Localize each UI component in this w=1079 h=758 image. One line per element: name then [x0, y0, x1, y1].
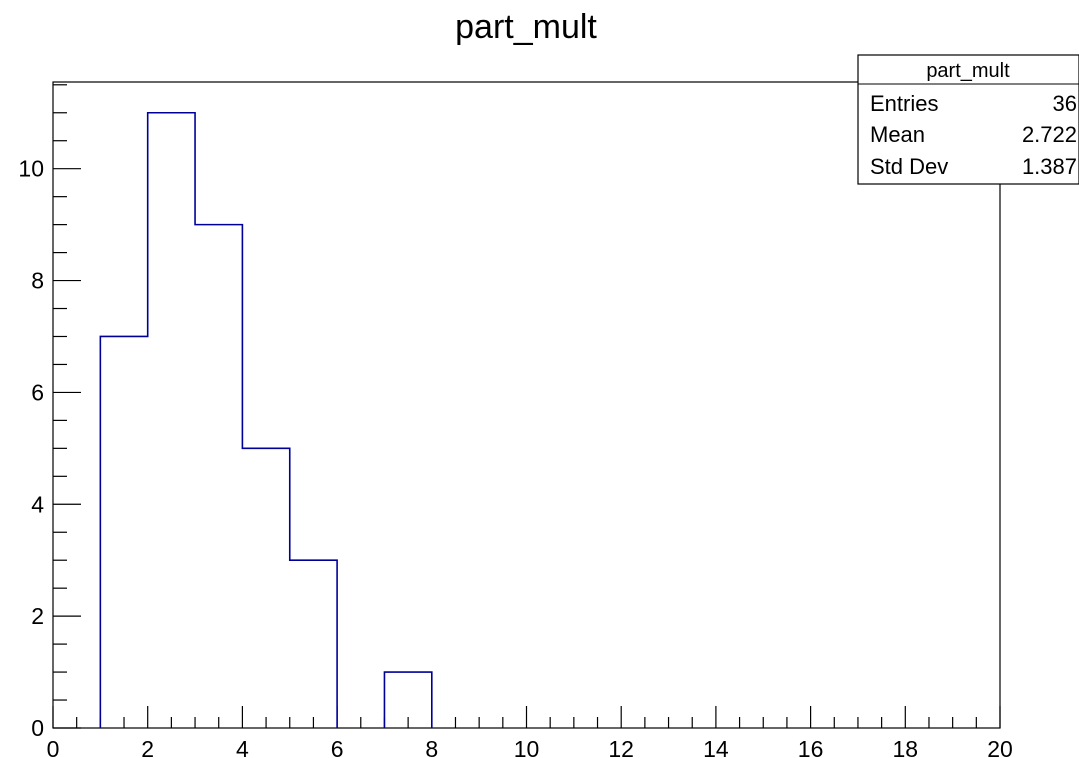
- histogram-bin: [148, 113, 195, 728]
- histogram-bins: [100, 113, 431, 728]
- stats-entries-label: Entries: [870, 91, 938, 116]
- x-tick-label: 8: [425, 736, 438, 758]
- y-tick-label: 0: [31, 715, 44, 741]
- chart-title: part_mult: [455, 8, 597, 46]
- histogram-bin: [384, 672, 431, 728]
- histogram-bin: [195, 225, 242, 728]
- y-tick-label: 10: [18, 156, 44, 182]
- stats-stddev-value: 1.387: [1022, 154, 1077, 179]
- x-tick-label: 16: [798, 736, 824, 758]
- x-tick-label: 14: [703, 736, 729, 758]
- histogram-bin: [242, 448, 289, 728]
- x-tick-label: 4: [236, 736, 249, 758]
- stats-mean-label: Mean: [870, 122, 925, 147]
- x-axis: 0 2 4 6 8 10 12 14 16 18 20: [47, 706, 1013, 758]
- x-tick-label: 20: [987, 736, 1013, 758]
- stats-stddev-label: Std Dev: [870, 154, 948, 179]
- x-tick-label: 12: [608, 736, 634, 758]
- y-tick-label: 6: [31, 379, 44, 405]
- histogram-bin: [290, 560, 337, 728]
- stats-box-frame: [857, 54, 1079, 185]
- x-tick-label: 2: [141, 736, 154, 758]
- histogram-bin: [100, 336, 147, 728]
- x-tick-label: 0: [47, 736, 60, 758]
- stats-box: part_mult Entries 36 Mean 2.722 Std Dev …: [857, 54, 1079, 185]
- stats-entries-value: 36: [1053, 91, 1077, 116]
- stats-mean-value: 2.722: [1022, 122, 1077, 147]
- y-axis: 0 2 4 6 8 10: [18, 84, 81, 741]
- stats-box-title: part_mult: [926, 60, 1010, 82]
- x-tick-label: 18: [893, 736, 919, 758]
- x-tick-label: 10: [514, 736, 540, 758]
- y-tick-label: 8: [31, 268, 44, 294]
- y-tick-label: 2: [31, 603, 44, 629]
- histogram-outline: [99, 111, 433, 728]
- y-tick-label: 4: [31, 491, 44, 517]
- x-tick-label: 6: [331, 736, 344, 758]
